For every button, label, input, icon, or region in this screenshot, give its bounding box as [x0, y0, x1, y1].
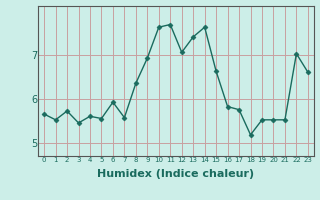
X-axis label: Humidex (Indice chaleur): Humidex (Indice chaleur): [97, 169, 255, 179]
